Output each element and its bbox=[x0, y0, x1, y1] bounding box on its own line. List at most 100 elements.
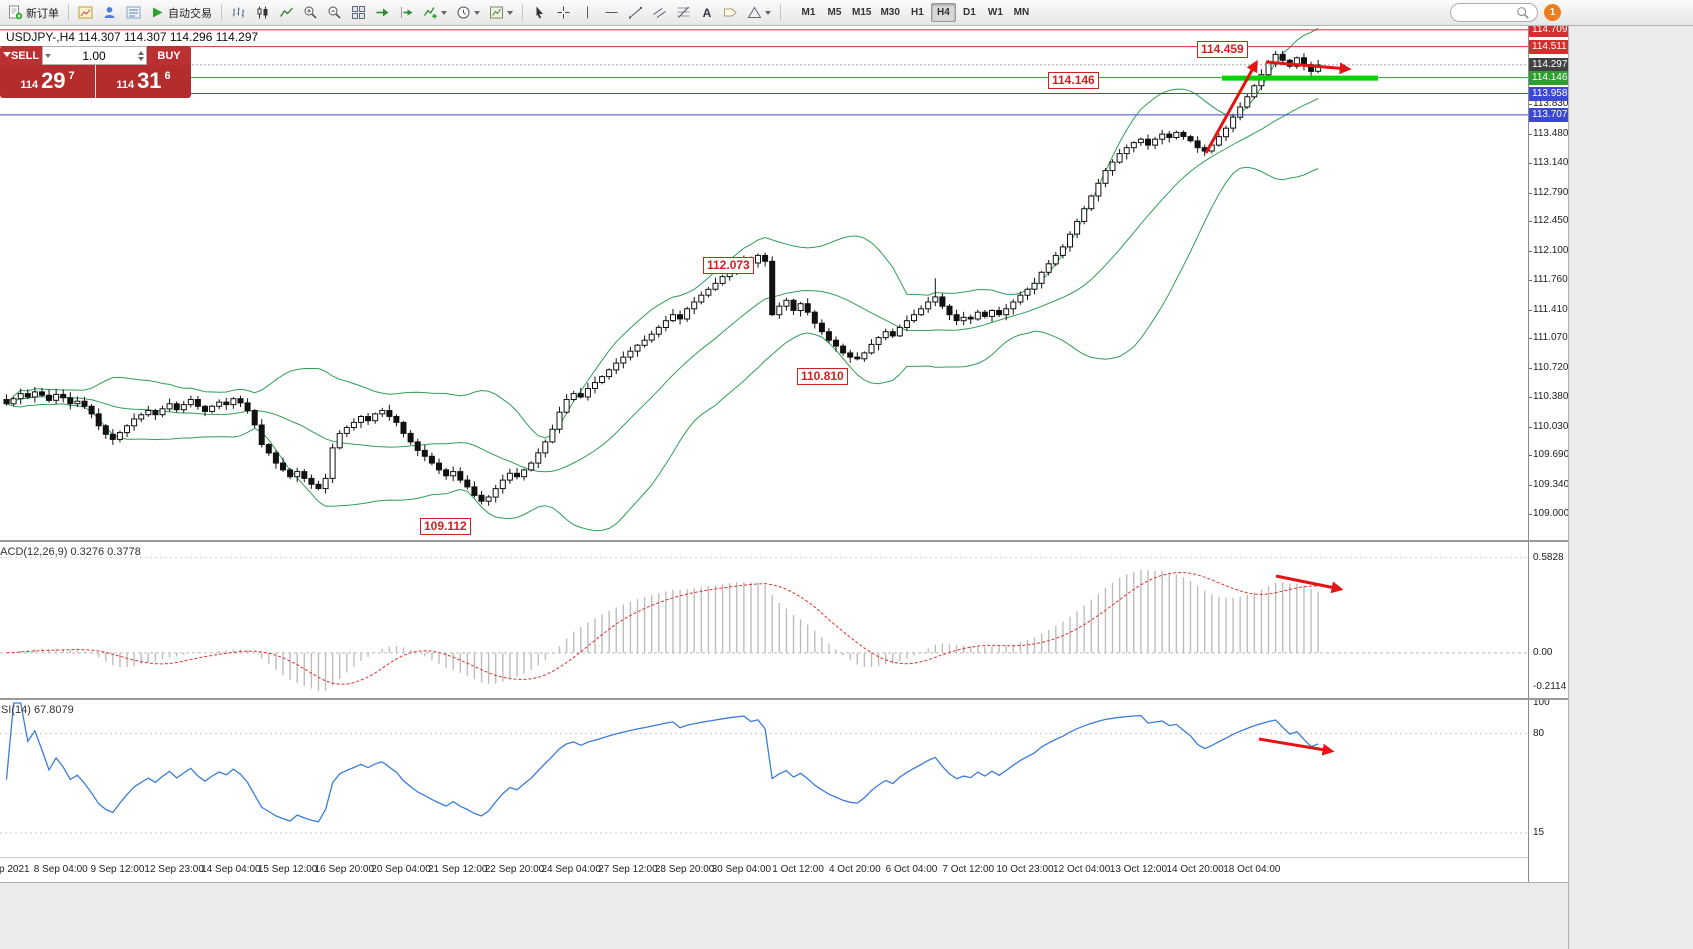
timeframe-M5[interactable]: M5 bbox=[827, 7, 842, 18]
label-tool-button[interactable] bbox=[719, 3, 742, 23]
text-tool-icon: A bbox=[702, 5, 712, 20]
time-label: 20 Sep 04:00 bbox=[371, 864, 431, 875]
macd-label: MACD(12,26,9) 0.3276 0.3778 bbox=[0, 546, 141, 558]
time-label: 4 Oct 20:00 bbox=[828, 864, 881, 875]
macd-scale-tick: 0.5828 bbox=[1533, 551, 1564, 563]
price-tick-mark bbox=[1529, 426, 1532, 428]
price-tick-mark bbox=[1529, 279, 1532, 281]
price-scale[interactable]: 113.830 113.480 113.140 112.790 112.450 112.1… bbox=[1528, 26, 1568, 882]
clock-icon bbox=[457, 6, 470, 19]
price-tick: 111.410 bbox=[1533, 303, 1568, 315]
price-annotation[interactable]: 114.459 bbox=[1197, 41, 1248, 58]
search-input[interactable] bbox=[1456, 7, 1516, 18]
toolbar: 新订单 自动交易 bbox=[0, 0, 1693, 26]
bottom-empty-area bbox=[0, 882, 1568, 949]
spinner-down-icon[interactable] bbox=[138, 56, 144, 64]
auto-scroll-button[interactable] bbox=[371, 3, 394, 23]
rsi-label: RSI(14) 67.8079 bbox=[0, 704, 74, 716]
sell-button[interactable]: 114 29 7 bbox=[0, 65, 96, 98]
pane-separator-rsi[interactable] bbox=[0, 698, 1568, 700]
price-annotation[interactable]: 112.073 bbox=[703, 257, 754, 274]
line-chart-mode-button[interactable] bbox=[275, 3, 298, 23]
zoom-out-button[interactable] bbox=[323, 3, 346, 23]
time-label: 21 Sep 12:00 bbox=[428, 864, 488, 875]
toolbar-separator bbox=[522, 4, 523, 21]
indicators-button[interactable] bbox=[419, 3, 451, 23]
price-badge: 113.707 bbox=[1529, 107, 1568, 122]
timeframe-W1[interactable]: W1 bbox=[987, 7, 1003, 18]
price-badge: 114.511 bbox=[1529, 39, 1568, 54]
timeframe-toolbar: M1 M5 M15 M30 H1 H4 D1 W1 MN bbox=[796, 3, 1034, 22]
buy-button[interactable]: 114 31 6 bbox=[96, 65, 191, 98]
time-label: 6 Oct 04:00 bbox=[885, 864, 938, 875]
profiles-button[interactable] bbox=[98, 3, 121, 23]
timeframe-M1[interactable]: M1 bbox=[801, 7, 816, 18]
new-chart-button[interactable] bbox=[74, 3, 97, 23]
chart-canvas[interactable] bbox=[0, 26, 1568, 882]
time-label: 14 Oct 20:00 bbox=[1166, 864, 1224, 875]
timeframe-H1[interactable]: H1 bbox=[911, 7, 924, 18]
spinner-up-icon[interactable] bbox=[138, 48, 144, 55]
new-order-button[interactable]: 新订单 bbox=[4, 3, 63, 23]
candlestick-mode-button[interactable] bbox=[251, 3, 274, 23]
level-lines bbox=[0, 29, 1528, 116]
price-annotation[interactable]: 110.810 bbox=[797, 368, 848, 385]
zoom-in-icon bbox=[304, 6, 317, 19]
bar-chart-mode-button[interactable] bbox=[227, 3, 250, 23]
price-tick: 109.000 bbox=[1533, 508, 1568, 519]
volume-options-icon[interactable] bbox=[45, 54, 51, 61]
price-badge: 113.958 bbox=[1529, 86, 1568, 101]
volume-input[interactable] bbox=[51, 48, 137, 63]
collapse-panel-icon[interactable] bbox=[3, 52, 11, 57]
templates-button[interactable] bbox=[485, 3, 517, 23]
pane-separator-macd[interactable] bbox=[0, 540, 1568, 542]
cursor-icon bbox=[536, 6, 543, 19]
price-tick: 112.100 bbox=[1533, 245, 1568, 257]
fibonacci-icon bbox=[677, 6, 690, 18]
timeframe-MN[interactable]: MN bbox=[1013, 7, 1030, 18]
price-tick-mark bbox=[1529, 485, 1532, 487]
vertical-line-tool-button[interactable] bbox=[576, 3, 599, 23]
time-label: 16 Sep 20:00 bbox=[314, 864, 375, 875]
timeframe-M15[interactable]: M15 bbox=[852, 7, 872, 18]
timeframe-D1[interactable]: D1 bbox=[963, 7, 976, 18]
zoom-in-button[interactable] bbox=[299, 3, 322, 23]
price-tick-mark bbox=[1529, 396, 1532, 398]
timeframe-H4[interactable]: H4 bbox=[930, 3, 956, 22]
price-badge: 114.297 bbox=[1529, 57, 1568, 72]
channel-tool-button[interactable] bbox=[648, 3, 671, 23]
chart-shift-button[interactable] bbox=[395, 3, 418, 23]
notification-badge[interactable]: 1 bbox=[1544, 4, 1561, 21]
time-label: 7 Oct 12:00 bbox=[942, 864, 995, 875]
text-tool-button[interactable]: A bbox=[696, 3, 718, 23]
time-label: 1 Oct 12:00 bbox=[772, 864, 824, 875]
price-annotation[interactable]: 114.146 bbox=[1048, 72, 1099, 89]
horizontal-line-icon bbox=[605, 12, 618, 13]
time-label: 27 Sep 12:00 bbox=[598, 864, 658, 875]
horizontal-line-tool-button[interactable] bbox=[600, 3, 623, 23]
rsi-scale-tick: 15 bbox=[1533, 827, 1545, 839]
volume-spinner[interactable] bbox=[138, 48, 144, 64]
toolbar-separator bbox=[68, 4, 69, 21]
price-tick-mark bbox=[1529, 221, 1532, 223]
market-watch-button[interactable] bbox=[122, 3, 145, 23]
price-tick: 112.450 bbox=[1533, 215, 1568, 227]
price-annotation[interactable]: 109.112 bbox=[420, 518, 471, 535]
fibonacci-tool-button[interactable] bbox=[672, 3, 695, 23]
autotrading-button[interactable]: 自动交易 bbox=[146, 3, 216, 23]
autotrading-label: 自动交易 bbox=[168, 7, 212, 20]
toolbar-separator bbox=[780, 4, 781, 21]
volume-box bbox=[42, 46, 147, 65]
chevron-down-icon bbox=[765, 11, 771, 18]
crosshair-tool-button[interactable] bbox=[552, 3, 575, 23]
time-label: 9 Sep 12:00 bbox=[90, 864, 145, 875]
timeframe-M30[interactable]: M30 bbox=[880, 7, 900, 18]
trendline-tool-button[interactable] bbox=[624, 3, 647, 23]
tile-windows-button[interactable] bbox=[347, 3, 370, 23]
shapes-tool-button[interactable] bbox=[743, 3, 775, 23]
search-box[interactable] bbox=[1450, 3, 1538, 22]
periods-button[interactable] bbox=[452, 3, 484, 23]
price-tick-mark bbox=[1529, 368, 1532, 370]
cursor-tool-button[interactable] bbox=[528, 3, 551, 23]
